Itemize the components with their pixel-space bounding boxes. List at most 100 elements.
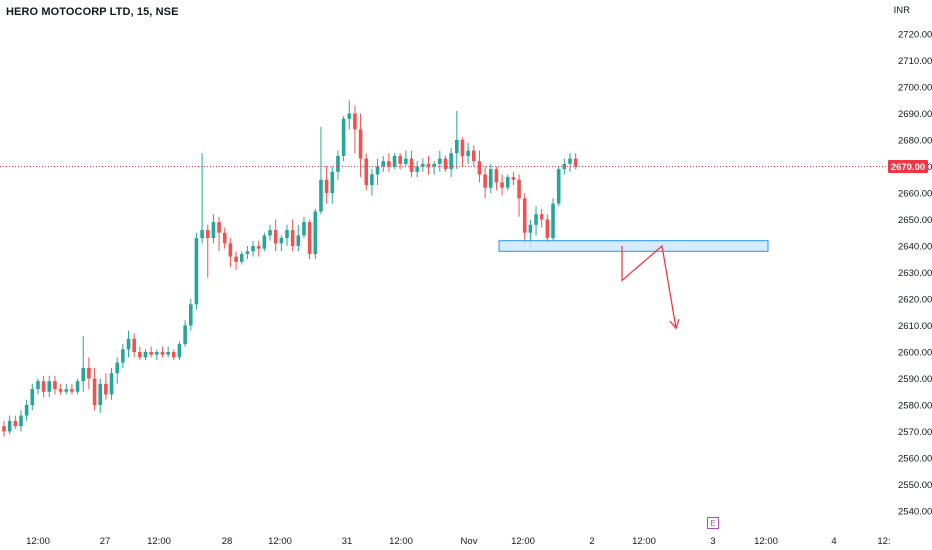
candle-body xyxy=(313,211,318,254)
candles-layer xyxy=(2,100,578,437)
candle-body xyxy=(2,426,6,432)
candle-body xyxy=(7,420,12,432)
candle-body xyxy=(143,352,148,358)
y-tick-label: 2720.00 xyxy=(898,30,932,41)
candle-body xyxy=(381,161,386,167)
candle-body xyxy=(330,171,335,193)
candle-body xyxy=(126,338,131,350)
candle-body xyxy=(455,140,459,154)
last-price-label: 2670.00 xyxy=(891,162,925,173)
x-tick-label: 2 xyxy=(589,536,594,547)
candle-body xyxy=(121,349,125,363)
candle-body xyxy=(539,214,544,220)
candle-body xyxy=(58,389,63,392)
x-tick-label: 12:00 xyxy=(389,536,413,547)
annotations-layer xyxy=(498,240,769,330)
support-zone[interactable] xyxy=(498,240,769,252)
last-price-tag: 2670.00 xyxy=(888,160,928,173)
candle-body xyxy=(460,140,465,156)
candle-body xyxy=(115,362,119,374)
candle-body xyxy=(194,238,199,305)
candle-body xyxy=(341,118,346,156)
currency-label: INR xyxy=(893,5,910,16)
candle-body xyxy=(251,246,255,252)
candle-body xyxy=(432,163,436,167)
candle-body xyxy=(92,378,97,405)
candle-body xyxy=(228,243,233,257)
candle-body xyxy=(19,415,23,427)
candle-body xyxy=(104,383,108,395)
candle-body xyxy=(370,174,374,186)
candle-body xyxy=(262,235,267,249)
candle-body xyxy=(307,222,312,254)
candle-body xyxy=(205,230,210,239)
candle-body xyxy=(64,389,69,392)
candle-body xyxy=(47,381,52,392)
candle-body xyxy=(568,158,572,164)
y-tick-label: 2660.00 xyxy=(898,189,932,200)
candle-body xyxy=(522,198,527,233)
earnings-badge-icon[interactable]: E xyxy=(707,517,719,529)
candle-body xyxy=(551,203,555,239)
candle-body xyxy=(505,177,510,188)
candle-body xyxy=(245,251,250,254)
candle-body xyxy=(188,304,193,326)
candle-body xyxy=(324,179,329,193)
x-tick-label: 27 xyxy=(100,536,111,547)
candle-body xyxy=(172,352,176,358)
candle-body xyxy=(109,373,114,395)
y-tick-label: 2620.00 xyxy=(898,295,932,306)
candle-body xyxy=(138,352,142,358)
candle-body xyxy=(466,150,470,156)
x-tick-label: 4 xyxy=(831,536,836,547)
x-tick-label: 12:00 xyxy=(754,536,778,547)
arrow-head-icon xyxy=(669,318,680,330)
candle-body xyxy=(421,163,425,167)
candle-body xyxy=(302,222,306,236)
y-tick-label: 2690.00 xyxy=(898,109,932,120)
y-tick-label: 2610.00 xyxy=(898,321,932,332)
candle-body xyxy=(415,166,419,172)
candle-body xyxy=(177,344,182,358)
x-tick-label: 28 xyxy=(222,536,233,547)
y-tick-label: 2630.00 xyxy=(898,268,932,279)
candle-body xyxy=(573,158,578,167)
candle-body xyxy=(426,163,431,167)
candle-body xyxy=(449,153,453,170)
x-tick-label: 12:00 xyxy=(268,536,292,547)
y-tick-label: 2550.00 xyxy=(898,480,932,491)
candle-body xyxy=(200,230,204,239)
candle-body xyxy=(347,113,352,119)
candle-body xyxy=(494,169,499,183)
candle-body xyxy=(149,352,153,355)
candle-body xyxy=(398,155,402,164)
y-tick-label: 2590.00 xyxy=(898,374,932,385)
candle-body xyxy=(239,253,244,262)
candle-body xyxy=(211,222,216,239)
candle-body xyxy=(166,352,170,355)
candle-body xyxy=(500,182,504,188)
candle-body xyxy=(409,158,414,172)
y-tick-label: 2640.00 xyxy=(898,242,932,253)
candle-body xyxy=(87,367,91,379)
time-axis[interactable]: 12:00 27 12:00 28 12:00 31 12:00 Nov 12:00 2 12:00… xyxy=(26,536,891,547)
candle-body xyxy=(404,158,408,164)
candle-body xyxy=(534,214,538,225)
symbol-title[interactable]: HERO MOTOCORP LTD, 15, NSE xyxy=(6,6,179,18)
x-tick-label: Nov xyxy=(461,536,478,547)
candle-body xyxy=(160,352,165,355)
candle-body xyxy=(488,169,493,188)
candle-body xyxy=(387,161,391,167)
price-axis[interactable]: 2720.002710.002700.002690.002680.002670.… xyxy=(898,30,932,518)
candle-body xyxy=(438,158,442,164)
candle-body xyxy=(353,113,357,130)
x-tick-label: 12:00 xyxy=(511,536,535,547)
candle-body xyxy=(279,238,284,244)
x-tick-label: 31 xyxy=(342,536,353,547)
x-tick-label: 12: xyxy=(877,536,890,547)
y-tick-label: 2700.00 xyxy=(898,83,932,94)
candle-body xyxy=(477,161,482,175)
candle-body xyxy=(256,246,261,249)
projection-path[interactable] xyxy=(621,244,677,329)
